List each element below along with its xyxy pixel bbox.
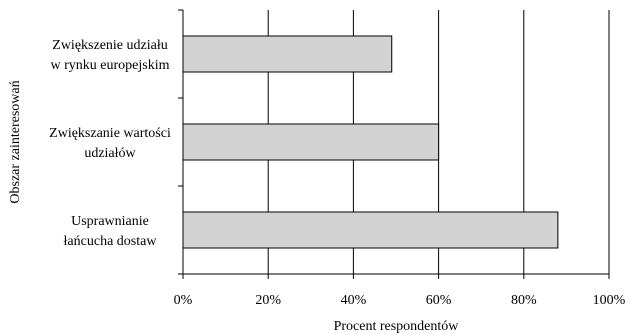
x-tick-label: 0% xyxy=(174,293,193,308)
category-label: Zwiększanie wartości udziałów xyxy=(49,126,171,161)
category-label-line: udziałów xyxy=(84,146,136,161)
bar xyxy=(182,211,559,249)
category-label-line: Zwiększanie wartości xyxy=(49,126,171,141)
category-label: Zwiększenie udziału w rynku europejskim xyxy=(51,38,170,73)
x-axis-title: Procent respondentów xyxy=(334,319,460,334)
category-label: Usprawnianie łańcucha dostaw xyxy=(64,214,158,249)
x-tick-label: 20% xyxy=(255,293,281,308)
bar xyxy=(182,35,393,73)
category-label-line: w rynku europejskim xyxy=(51,58,170,73)
x-tick-label: 40% xyxy=(341,293,367,308)
category-label-line: Usprawnianie xyxy=(71,214,149,229)
category-label-line: Zwiększenie udziału xyxy=(52,38,167,53)
bar xyxy=(182,123,440,161)
x-tick-label: 80% xyxy=(511,293,537,308)
y-axis-title: Obszar zainteresowań xyxy=(8,80,23,203)
x-tick-label: 100% xyxy=(593,293,626,308)
x-tick-label: 60% xyxy=(426,293,452,308)
category-label-line: łańcucha dostaw xyxy=(64,234,158,249)
